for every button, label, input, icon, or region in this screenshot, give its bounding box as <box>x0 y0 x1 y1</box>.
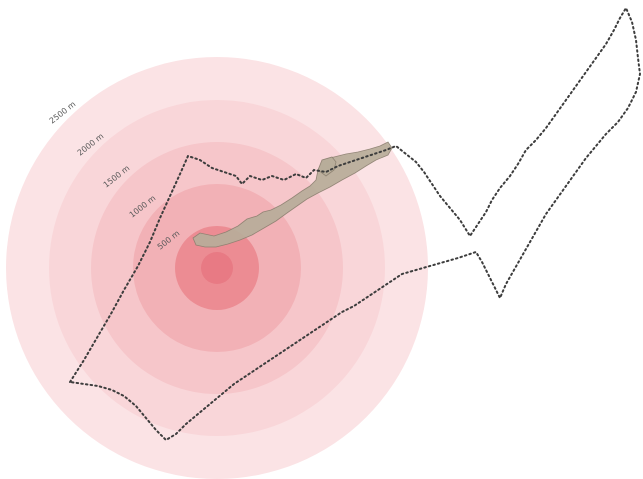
boundary-line <box>68 5 642 442</box>
center-point <box>201 252 233 284</box>
settlement-area <box>192 141 393 248</box>
